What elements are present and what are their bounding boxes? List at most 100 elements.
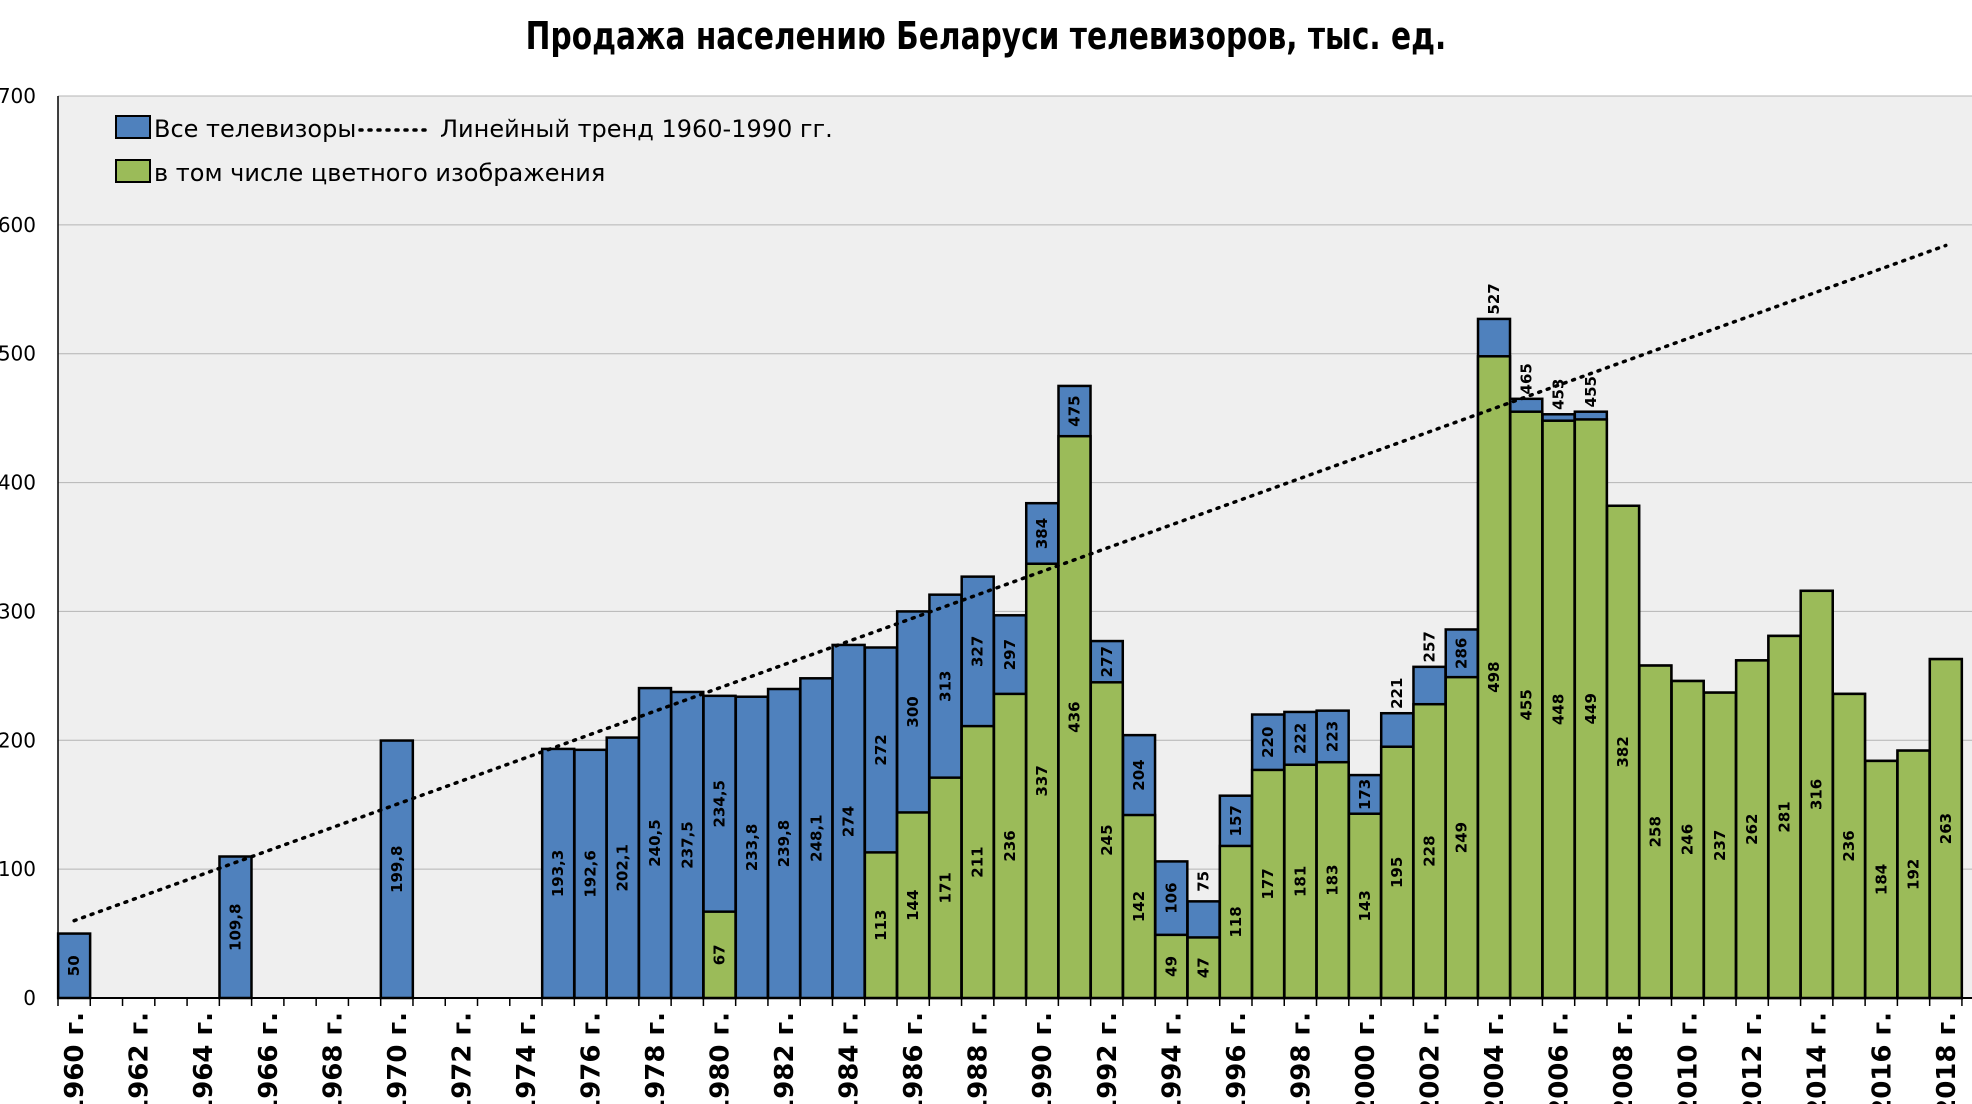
bar-color-label: 236: [1840, 830, 1858, 861]
bar-color-label: 177: [1259, 868, 1277, 899]
y-tick-label: 600: [0, 213, 36, 237]
bar-color-label: 237: [1711, 830, 1729, 861]
bar-total-label: 277: [1098, 646, 1116, 677]
bar-color: [992, 692, 1028, 1000]
x-tick-label: 2016 г.: [1867, 1012, 1897, 1104]
bar-color: [1024, 562, 1060, 1000]
x-tick-label: 1992 г.: [1093, 1012, 1123, 1104]
bar-total-label: 204: [1130, 759, 1148, 790]
bar-color-label: 382: [1614, 736, 1632, 767]
bar-total: [766, 687, 802, 1000]
bar-color: [1121, 813, 1157, 1000]
bar-color: [1089, 681, 1125, 1000]
bar-color-label: 263: [1937, 813, 1955, 844]
bar-total-label: 239,8: [775, 820, 793, 867]
bar-color: [1670, 679, 1705, 1000]
bar-total-label: 50: [65, 955, 83, 976]
bar-color-label: 211: [969, 846, 987, 877]
bar-color: [1767, 634, 1802, 1000]
x-tick-label: 2002 г.: [1415, 1012, 1445, 1104]
bar-color-label: 192: [1905, 859, 1923, 890]
bar-color-label: 183: [1324, 864, 1342, 895]
bar-color: [1379, 745, 1415, 1000]
bar-total-label: 327: [969, 636, 987, 667]
bar-total-label: 300: [904, 696, 922, 727]
bar-color-label: 228: [1420, 835, 1438, 866]
bar-total-label: 106: [1162, 882, 1180, 913]
bar-total-label: 297: [1001, 639, 1019, 670]
bar-total-label: 157: [1227, 805, 1245, 836]
bar-total-label: 192,6: [581, 850, 599, 897]
bar-total-label: 202,1: [614, 844, 632, 891]
bar-color: [1831, 692, 1867, 1000]
bar-color: [1509, 410, 1544, 1000]
x-tick-label: 2008 г.: [1609, 1012, 1639, 1104]
bar-total-label: 173: [1356, 779, 1374, 810]
x-tick-label: 1968 г.: [318, 1012, 348, 1104]
bar-total-label: 237,5: [678, 821, 696, 868]
bar-color: [1734, 659, 1770, 1000]
y-tick-label: 700: [0, 84, 36, 108]
x-tick-label: 1988 г.: [964, 1012, 994, 1104]
bar-color-label: 181: [1291, 866, 1309, 897]
bar-total: [540, 747, 576, 1000]
bar-color: [1412, 702, 1447, 1000]
bar-total-label: 193,3: [549, 850, 567, 897]
bar-total-label: 455: [1582, 376, 1600, 407]
x-tick-label: 1972 г.: [447, 1012, 477, 1104]
bar-color-label: 249: [1453, 822, 1471, 853]
x-tick-label: 1996 г.: [1222, 1012, 1252, 1104]
bar-total: [573, 748, 608, 1000]
bar-total-label: 221: [1388, 678, 1406, 709]
x-tick-label: 2018 г.: [1932, 1012, 1962, 1104]
bar-total-label: 286: [1453, 638, 1471, 669]
x-tick-label: 2010 г.: [1674, 1012, 1704, 1104]
y-tick-label: 400: [0, 471, 36, 495]
y-tick-label: 300: [0, 599, 36, 623]
bar-total-label: 257: [1420, 631, 1438, 662]
bar-total-label: 220: [1259, 727, 1277, 758]
bar-color: [1702, 691, 1738, 1000]
bar-color-label: 498: [1485, 661, 1503, 692]
bar-color: [1218, 844, 1254, 1000]
bar-color-label: 236: [1001, 830, 1019, 861]
x-tick-label: 1998 г.: [1286, 1012, 1316, 1104]
bar-color: [1250, 768, 1286, 1000]
trend-line: [72, 243, 1948, 923]
bar-total-label: 233,8: [743, 824, 761, 871]
bar-color: [1799, 589, 1834, 1000]
legend-swatch-color: [115, 159, 151, 183]
bar-total: [218, 855, 253, 1000]
bar-total-label: 109,8: [226, 904, 244, 951]
bar-color-label: 142: [1130, 891, 1148, 922]
bar-total: [831, 643, 866, 1000]
x-tick-label: 1962 г.: [125, 1012, 155, 1104]
legend-swatch-total: [115, 115, 151, 139]
bar-color: [895, 811, 931, 1000]
bar-color: [1154, 933, 1189, 1000]
bar-color-label: 281: [1775, 801, 1793, 832]
bar-color-label: 449: [1582, 693, 1600, 724]
x-tick-label: 2012 г.: [1738, 1012, 1768, 1104]
bar-color-label: 171: [936, 872, 954, 903]
x-tick-label: 1984 г.: [835, 1012, 865, 1104]
x-tick-label: 2004 г.: [1480, 1012, 1510, 1104]
bar-color-label: 195: [1388, 857, 1406, 888]
bar-total: [56, 932, 92, 1000]
legend-label-trend: Линейный тренд 1960-1990 гг.: [440, 115, 833, 143]
bar-total-label: 453: [1550, 379, 1568, 410]
bar-total-label: 274: [840, 806, 858, 837]
x-tick-label: 2014 г.: [1803, 1012, 1833, 1104]
x-tick-label: 1978 г.: [641, 1012, 671, 1104]
x-tick-label: 1986 г.: [899, 1012, 929, 1104]
legend-label-total: Все телевизоры: [154, 115, 356, 143]
bar-total-label: 313: [936, 671, 954, 702]
x-tick-label: 1980 г.: [706, 1012, 736, 1104]
bar-total-label: 234,5: [711, 780, 729, 827]
bar-color-label: 113: [872, 910, 890, 941]
bar-color-label: 184: [1872, 864, 1890, 895]
bar-color: [1186, 936, 1221, 1000]
x-tick-label: 1966 г.: [254, 1012, 284, 1104]
